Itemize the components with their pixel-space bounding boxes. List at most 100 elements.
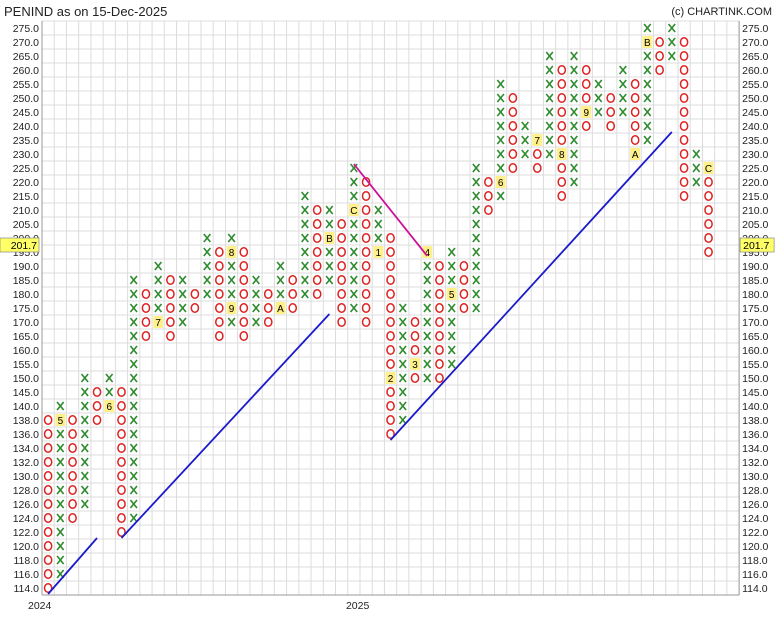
price-label-left: 120.0 xyxy=(13,541,39,553)
o-mark xyxy=(117,400,126,412)
month-label-bg xyxy=(446,288,457,300)
month-label: B xyxy=(326,234,333,245)
x-mark xyxy=(423,261,432,271)
x-mark xyxy=(203,275,212,285)
o-mark xyxy=(435,302,444,314)
x-mark xyxy=(56,401,65,411)
x-mark xyxy=(447,247,456,257)
o-mark xyxy=(459,302,469,314)
price-label-right: 122.0 xyxy=(742,527,768,539)
price-label-right: 185.0 xyxy=(742,275,768,287)
price-label-left: 215.0 xyxy=(13,191,39,203)
price-label-right: 260.0 xyxy=(742,65,768,77)
x-mark xyxy=(570,107,578,117)
price-label-left: 275.0 xyxy=(13,23,39,35)
x-mark xyxy=(570,163,578,173)
o-mark xyxy=(679,134,689,146)
o-mark xyxy=(386,260,395,272)
x-mark xyxy=(301,219,309,229)
o-mark xyxy=(43,512,53,524)
x-mark xyxy=(325,205,334,215)
x-mark xyxy=(570,79,578,89)
o-mark xyxy=(484,204,493,216)
price-label-right: 138.0 xyxy=(742,415,768,427)
month-label: 8 xyxy=(229,248,235,259)
o-mark xyxy=(312,218,322,230)
o-mark xyxy=(386,428,395,440)
x-mark xyxy=(545,79,554,89)
x-mark xyxy=(496,107,505,117)
o-mark xyxy=(117,414,126,426)
price-label-right: 126.0 xyxy=(742,499,768,511)
resistance-line xyxy=(353,163,428,257)
x-mark xyxy=(594,79,603,89)
o-mark xyxy=(361,232,371,244)
price-label-left: 134.0 xyxy=(13,443,39,455)
x-mark xyxy=(154,275,163,285)
o-mark xyxy=(43,456,53,468)
o-mark xyxy=(117,512,126,524)
x-mark xyxy=(56,471,65,481)
month-label-bg xyxy=(226,302,237,314)
x-mark xyxy=(398,387,407,397)
month-label-bg xyxy=(385,372,396,384)
o-mark xyxy=(337,316,346,328)
x-mark xyxy=(154,261,163,271)
o-mark xyxy=(141,288,151,300)
o-mark xyxy=(166,302,175,314)
x-mark xyxy=(129,443,138,453)
o-mark xyxy=(239,330,249,342)
price-label-left: 170.0 xyxy=(13,317,39,329)
x-mark xyxy=(301,247,309,257)
x-mark xyxy=(472,289,481,299)
price-label-right: 132.0 xyxy=(742,457,768,469)
x-mark xyxy=(203,261,212,271)
o-mark xyxy=(679,36,689,48)
o-mark xyxy=(43,442,53,454)
price-label-right: 275.0 xyxy=(742,23,768,35)
o-mark xyxy=(459,274,469,286)
x-mark xyxy=(374,205,383,215)
price-label-right: 140.0 xyxy=(742,401,768,413)
x-mark xyxy=(472,191,481,201)
o-mark xyxy=(337,260,346,272)
o-mark xyxy=(214,246,224,258)
x-mark xyxy=(545,65,554,75)
price-label-left: 124.0 xyxy=(13,513,39,525)
x-mark xyxy=(545,51,554,61)
x-mark xyxy=(496,135,505,145)
o-mark xyxy=(361,246,371,258)
o-mark xyxy=(386,400,395,412)
price-label-left: 225.0 xyxy=(13,163,39,175)
x-mark xyxy=(447,303,456,313)
x-mark xyxy=(496,191,505,201)
month-label-bg xyxy=(630,148,641,160)
o-mark xyxy=(68,456,77,468)
o-mark xyxy=(386,302,395,314)
x-mark xyxy=(129,387,138,397)
o-mark xyxy=(508,106,518,118)
x-mark xyxy=(349,233,358,243)
x-mark xyxy=(105,373,114,383)
x-mark xyxy=(472,219,481,229)
o-mark xyxy=(435,372,444,384)
x-mark xyxy=(374,233,383,243)
x-mark xyxy=(594,107,603,117)
o-mark xyxy=(557,120,567,132)
price-label-right: 134.0 xyxy=(742,443,768,455)
month-label-bg xyxy=(348,204,359,216)
o-mark xyxy=(386,386,395,398)
x-mark xyxy=(56,499,65,509)
o-mark xyxy=(117,442,126,454)
month-label-bg xyxy=(495,176,506,188)
o-mark xyxy=(410,372,420,384)
x-mark xyxy=(227,275,236,285)
x-mark xyxy=(398,415,407,425)
o-mark xyxy=(679,106,689,118)
price-label-left: 165.0 xyxy=(13,331,39,343)
support-line xyxy=(47,537,98,595)
o-mark xyxy=(459,260,469,272)
month-label: 7 xyxy=(535,136,541,147)
price-label-right: 114.0 xyxy=(742,583,768,595)
x-mark xyxy=(80,429,89,439)
